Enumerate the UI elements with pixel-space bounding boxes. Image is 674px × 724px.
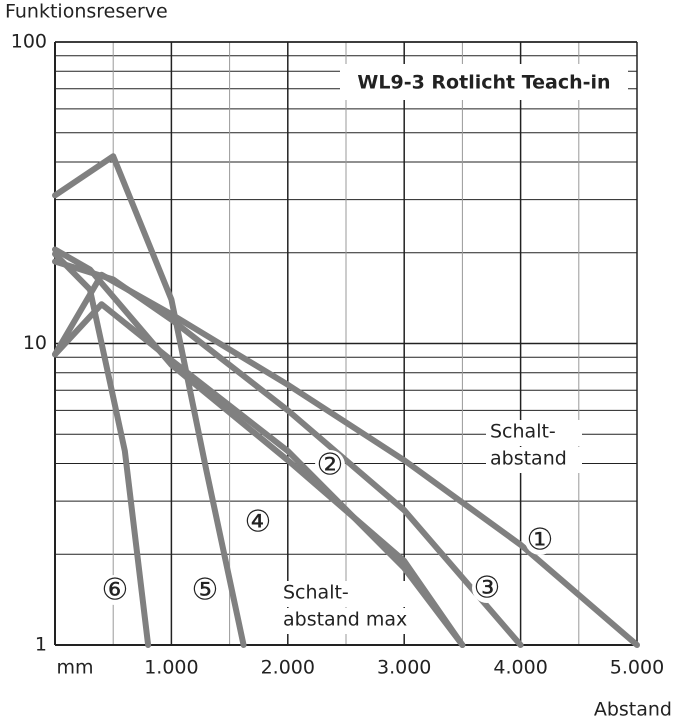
legend-label: ④: [245, 505, 272, 540]
y-tick-label: 10: [23, 332, 47, 354]
curve-label-bg: [243, 507, 273, 537]
y-tick-label: 1: [35, 634, 47, 656]
legend-label: ⑤: [192, 573, 219, 608]
x-tick-label: 2.000: [261, 657, 315, 679]
y-axis-label: Funktionsreserve: [5, 1, 168, 23]
annotation-bg: [486, 420, 582, 446]
curve-label-bg: [472, 573, 502, 603]
annotation: Schalt-: [490, 421, 556, 443]
x-tick-label: 3.000: [377, 657, 431, 679]
title-box: [340, 64, 628, 100]
x-tick-label: 1.000: [144, 657, 198, 679]
curve-label-bg: [100, 575, 130, 605]
curve-label-bg: [525, 525, 555, 555]
legend-label: ①: [527, 523, 554, 558]
curve: [52, 251, 152, 648]
chart-title: WL9-3 Rotlicht Teach-in: [357, 72, 610, 94]
curve: [52, 246, 466, 648]
x-tick-label: 5.000: [610, 657, 664, 679]
annotation-bg: [279, 608, 429, 634]
y-tick-label: 100: [11, 31, 47, 53]
x-axis-label: Abstand: [594, 699, 672, 721]
x-tick-label: 4.000: [493, 657, 547, 679]
x-unit: mm: [56, 657, 93, 679]
annotation: Schalt-: [283, 582, 349, 604]
annotation: abstand max: [283, 609, 407, 631]
legend-label: ②: [317, 448, 344, 483]
annotation-bg: [486, 447, 582, 473]
legend-label: ⑥: [102, 573, 129, 608]
annotation-bg: [279, 581, 429, 607]
curve: [52, 153, 247, 648]
annotation: abstand: [490, 448, 567, 470]
legend-label: ③: [474, 571, 501, 606]
curve: [52, 258, 524, 648]
curve-label-bg: [190, 575, 220, 605]
curve-label-bg: [315, 450, 345, 480]
